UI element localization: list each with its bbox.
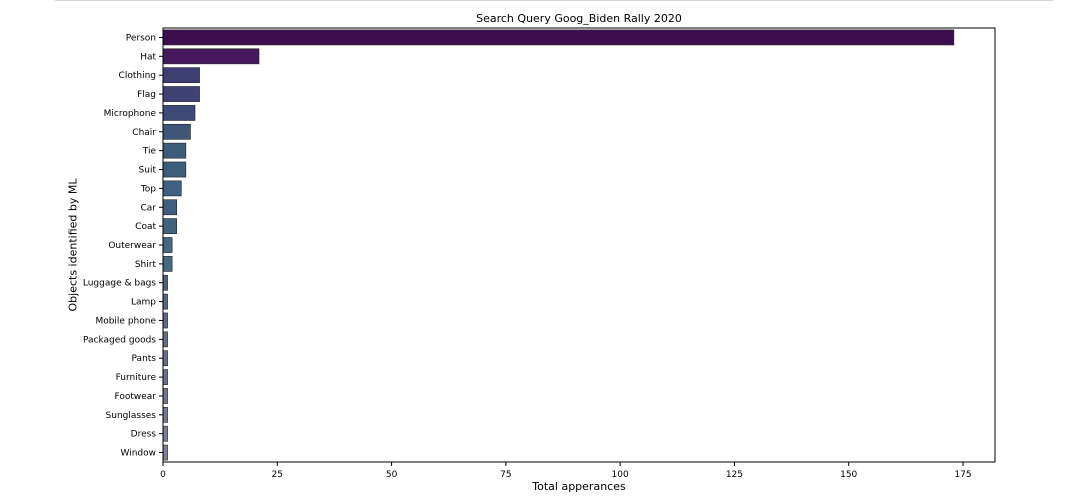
bar-person bbox=[162, 29, 955, 46]
y-tick-label-shirt: Shirt bbox=[135, 260, 157, 270]
y-tick-label-footwear: Footwear bbox=[114, 392, 156, 402]
bar-mobile-phone bbox=[162, 312, 168, 329]
x-tick-label-100: 100 bbox=[612, 470, 629, 480]
bar-lamp bbox=[162, 293, 168, 310]
bar-top bbox=[162, 180, 182, 197]
bar-tie bbox=[162, 142, 187, 159]
bar-clothing bbox=[162, 67, 200, 84]
y-tick-label-furniture: Furniture bbox=[116, 373, 157, 383]
y-tick-label-window: Window bbox=[121, 449, 157, 459]
x-axis-label: Total apperances bbox=[532, 480, 626, 493]
y-tick-label-pants: Pants bbox=[132, 354, 157, 364]
y-tick-label-lamp: Lamp bbox=[131, 298, 156, 308]
top-divider bbox=[55, 0, 1053, 1]
y-tick-label-flag: Flag bbox=[137, 90, 156, 100]
bar-outerwear bbox=[162, 237, 173, 253]
bar-furniture bbox=[162, 369, 168, 385]
bar-footwear bbox=[162, 388, 168, 404]
bar-packaged-goods bbox=[162, 331, 168, 348]
x-tick-label-150: 150 bbox=[840, 470, 857, 480]
y-tick-label-packaged-goods: Packaged goods bbox=[83, 335, 156, 345]
chart-title: Search Query Goog_Biden Rally 2020 bbox=[476, 12, 682, 25]
y-tick-label-clothing: Clothing bbox=[119, 71, 156, 81]
bar-pants bbox=[162, 350, 168, 367]
bars-group bbox=[162, 29, 955, 461]
bar-sunglasses bbox=[162, 406, 168, 423]
x-tick-label-25: 25 bbox=[272, 470, 283, 480]
y-tick-label-microphone: Microphone bbox=[104, 109, 157, 119]
bar-hat bbox=[162, 48, 260, 65]
bar-shirt bbox=[162, 256, 173, 272]
x-tick-label-175: 175 bbox=[954, 470, 971, 480]
x-tick-label-125: 125 bbox=[726, 470, 743, 480]
x-tick-label-75: 75 bbox=[500, 470, 511, 480]
y-tick-label-tie: Tie bbox=[142, 147, 157, 157]
y-tick-label-person: Person bbox=[126, 33, 156, 43]
bar-chair bbox=[162, 123, 191, 140]
bar-microphone bbox=[162, 105, 196, 121]
bar-car bbox=[162, 199, 178, 216]
y-tick-label-sunglasses: Sunglasses bbox=[106, 411, 157, 421]
bar-coat bbox=[162, 218, 178, 234]
y-tick-label-car: Car bbox=[141, 203, 157, 213]
y-tick-label-hat: Hat bbox=[140, 52, 156, 62]
y-tick-labels: Person Hat Clothing Flag Microphone Chair Tie S… bbox=[83, 33, 163, 459]
y-tick-label-suit: Suit bbox=[139, 166, 157, 176]
y-tick-label-dress: Dress bbox=[131, 430, 157, 440]
bar-window bbox=[162, 444, 168, 461]
x-tick-label-0: 0 bbox=[160, 470, 166, 480]
y-tick-label-luggage-bags: Luggage & bags bbox=[83, 279, 156, 289]
y-tick-label-outerwear: Outerwear bbox=[108, 241, 156, 251]
y-tick-label-mobile-phone: Mobile phone bbox=[95, 316, 156, 326]
y-tick-label-top: Top bbox=[140, 184, 156, 194]
bar-luggage-bags bbox=[162, 274, 168, 291]
y-tick-label-coat: Coat bbox=[135, 222, 156, 232]
x-tick-label-50: 50 bbox=[386, 470, 398, 480]
bar-flag bbox=[162, 86, 200, 102]
x-tick-labels: 0 25 50 75 100 125 150 175 bbox=[160, 462, 972, 480]
bar-suit bbox=[162, 161, 187, 178]
y-tick-label-chair: Chair bbox=[132, 128, 156, 138]
plot-frame bbox=[162, 27, 996, 463]
bar-dress bbox=[162, 425, 168, 442]
